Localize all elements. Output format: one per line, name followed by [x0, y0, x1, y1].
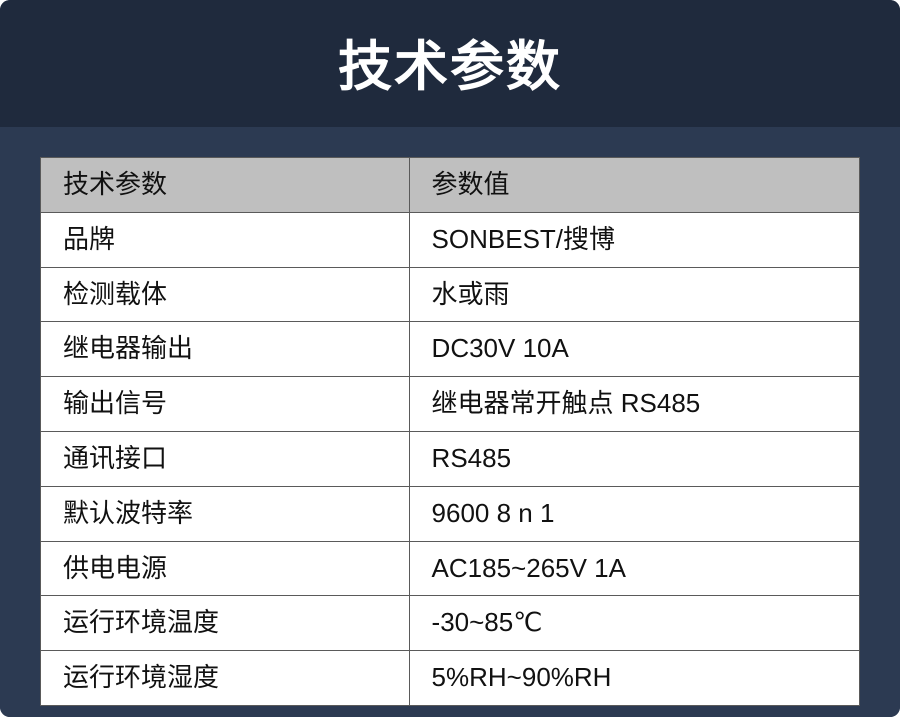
cell-value: 5%RH~90%RH	[409, 651, 859, 706]
cell-param: 品牌	[41, 212, 410, 267]
header-param: 技术参数	[41, 158, 410, 213]
card-title: 技术参数	[0, 0, 900, 127]
table-row: 运行环境温度 -30~85℃	[41, 596, 860, 651]
cell-param: 输出信号	[41, 377, 410, 432]
table-row: 检测载体 水或雨	[41, 267, 860, 322]
table-body: 品牌 SONBEST/搜博 检测载体 水或雨 继电器输出 DC30V 10A 输…	[41, 212, 860, 705]
table-row: 输出信号 继电器常开触点 RS485	[41, 377, 860, 432]
cell-value: SONBEST/搜博	[409, 212, 859, 267]
cell-value: 9600 8 n 1	[409, 486, 859, 541]
cell-param: 通讯接口	[41, 431, 410, 486]
spec-card: 技术参数 技术参数 参数值 品牌 SONBEST/搜博 检测载体 水	[0, 0, 900, 717]
spec-table: 技术参数 参数值 品牌 SONBEST/搜博 检测载体 水或雨 继电器输出 DC…	[40, 157, 860, 706]
table-container: 技术参数 参数值 品牌 SONBEST/搜博 检测载体 水或雨 继电器输出 DC…	[0, 127, 900, 717]
cell-param: 默认波特率	[41, 486, 410, 541]
table-row: 通讯接口 RS485	[41, 431, 860, 486]
table-header-row: 技术参数 参数值	[41, 158, 860, 213]
cell-param: 运行环境温度	[41, 596, 410, 651]
cell-param: 供电电源	[41, 541, 410, 596]
cell-param: 检测载体	[41, 267, 410, 322]
header-value: 参数值	[409, 158, 859, 213]
table-row: 运行环境湿度 5%RH~90%RH	[41, 651, 860, 706]
table-row: 供电电源 AC185~265V 1A	[41, 541, 860, 596]
cell-value: -30~85℃	[409, 596, 859, 651]
table-row: 继电器输出 DC30V 10A	[41, 322, 860, 377]
cell-param: 继电器输出	[41, 322, 410, 377]
cell-value: AC185~265V 1A	[409, 541, 859, 596]
cell-value: RS485	[409, 431, 859, 486]
cell-value: 继电器常开触点 RS485	[409, 377, 859, 432]
cell-param: 运行环境湿度	[41, 651, 410, 706]
cell-value: DC30V 10A	[409, 322, 859, 377]
table-row: 默认波特率 9600 8 n 1	[41, 486, 860, 541]
cell-value: 水或雨	[409, 267, 859, 322]
table-row: 品牌 SONBEST/搜博	[41, 212, 860, 267]
